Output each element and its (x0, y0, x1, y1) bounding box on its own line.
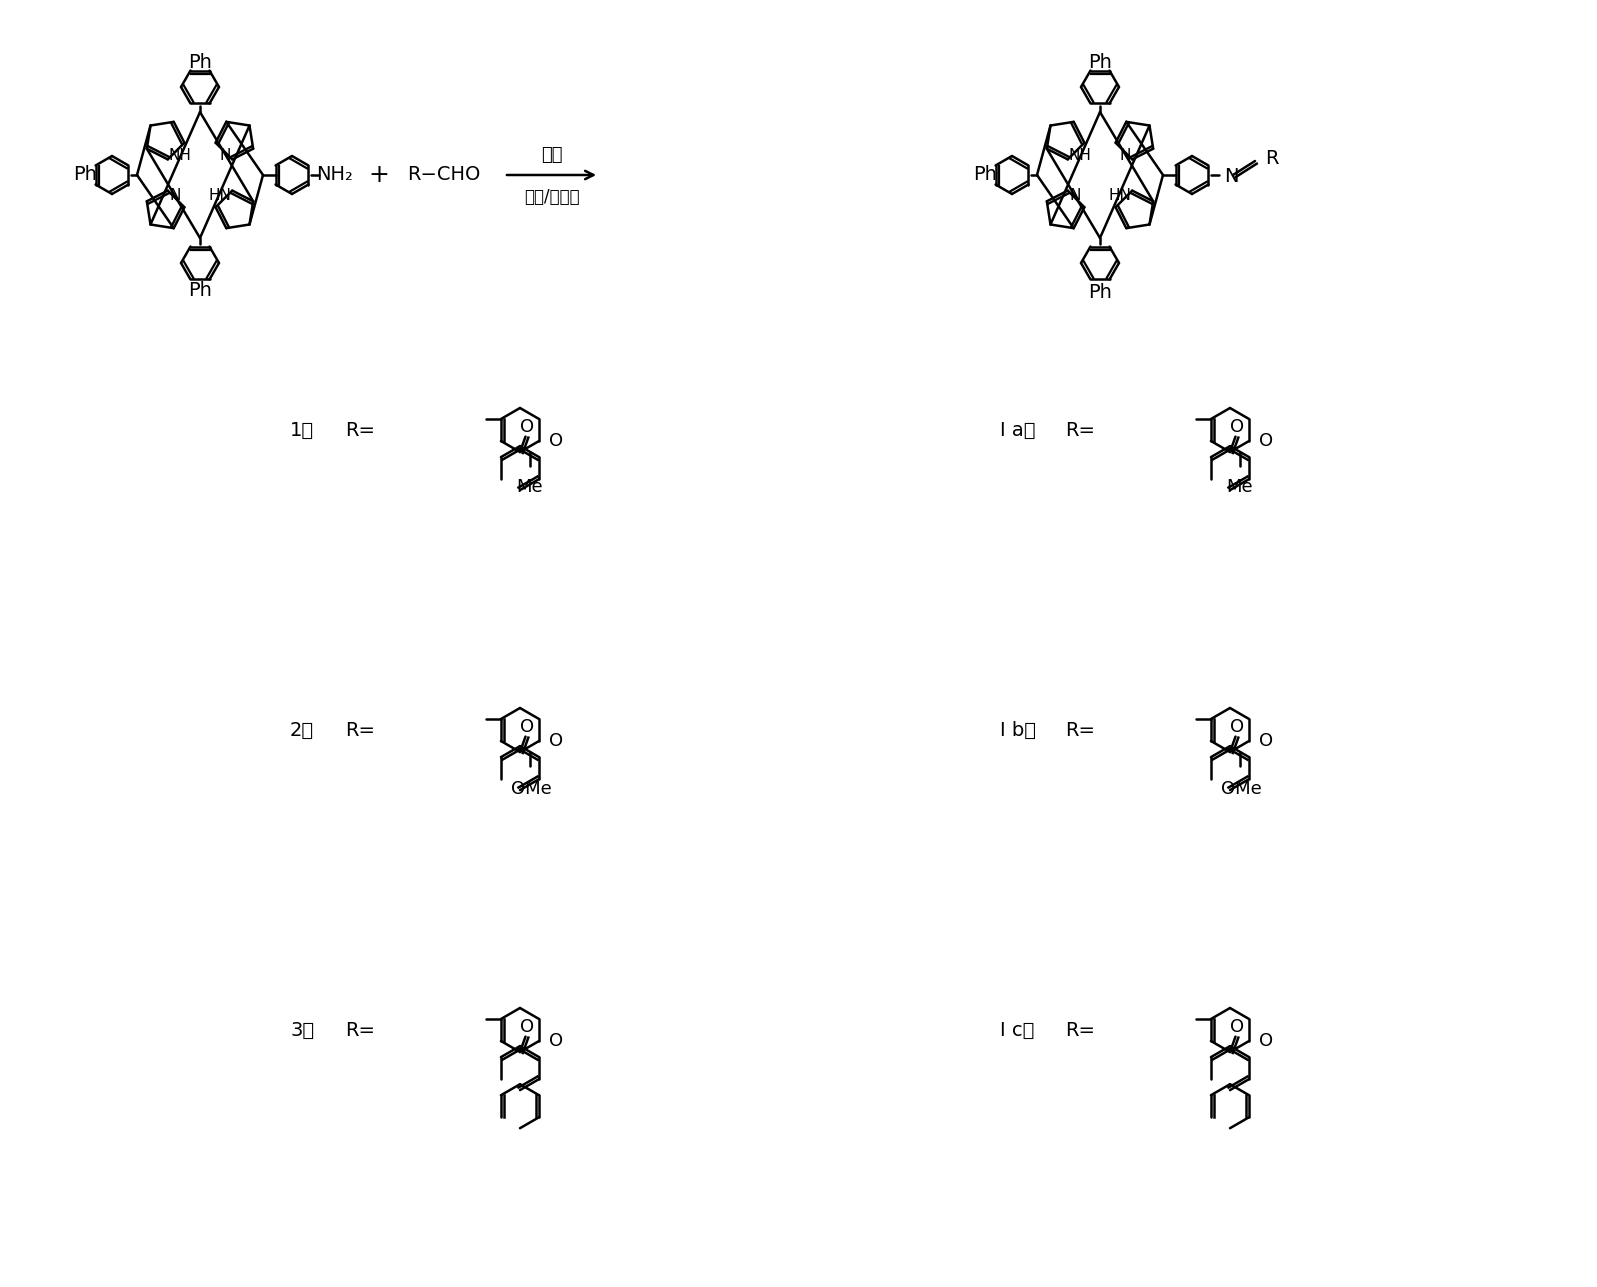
Text: R=: R= (345, 421, 375, 439)
Text: 3：: 3： (291, 1021, 315, 1040)
Text: NH₂: NH₂ (316, 166, 353, 184)
Text: 2：: 2： (291, 721, 315, 740)
Text: O: O (1230, 417, 1244, 435)
Text: I b：: I b： (1000, 721, 1036, 740)
Text: O: O (521, 718, 535, 736)
Text: Ph: Ph (188, 281, 212, 300)
Text: Ph: Ph (188, 53, 212, 72)
Text: OMe: OMe (511, 780, 553, 798)
Text: O: O (549, 1032, 564, 1050)
Text: 1：: 1： (291, 421, 315, 439)
Text: N: N (1119, 148, 1131, 162)
Text: O: O (1230, 718, 1244, 736)
Text: Ph: Ph (1088, 283, 1112, 301)
Text: Ph: Ph (73, 166, 97, 184)
Text: O: O (521, 1018, 535, 1036)
Text: R=: R= (345, 721, 375, 740)
Text: Me: Me (1226, 477, 1252, 495)
Text: N: N (1070, 188, 1081, 202)
Text: O: O (1230, 1018, 1244, 1036)
Text: R=: R= (1065, 721, 1096, 740)
Text: NH: NH (1068, 148, 1091, 162)
Text: O: O (1258, 732, 1273, 750)
Text: I c：: I c： (1000, 1021, 1035, 1040)
Text: R=: R= (345, 1021, 375, 1040)
Text: HN: HN (209, 188, 232, 202)
Text: Me: Me (516, 477, 543, 495)
Text: R=: R= (1065, 1021, 1096, 1040)
Text: N: N (1223, 167, 1239, 187)
Text: R: R (1265, 149, 1279, 169)
Text: 甲苯/二甲苯: 甲苯/二甲苯 (524, 188, 580, 206)
Text: N: N (219, 148, 230, 162)
Text: HN: HN (1108, 188, 1131, 202)
Text: R−CHO: R−CHO (407, 166, 481, 184)
Text: R=: R= (1065, 421, 1096, 439)
Text: N: N (169, 188, 180, 202)
Text: I a：: I a： (1000, 421, 1035, 439)
Text: O: O (1258, 1032, 1273, 1050)
Text: O: O (549, 732, 564, 750)
Text: Ph: Ph (973, 166, 997, 184)
Text: 回流: 回流 (541, 145, 562, 163)
Text: NH: NH (169, 148, 192, 162)
Text: O: O (1258, 432, 1273, 450)
Text: +: + (369, 163, 390, 187)
Text: O: O (521, 417, 535, 435)
Text: O: O (549, 432, 564, 450)
Text: Ph: Ph (1088, 53, 1112, 72)
Text: OMe: OMe (1222, 780, 1262, 798)
